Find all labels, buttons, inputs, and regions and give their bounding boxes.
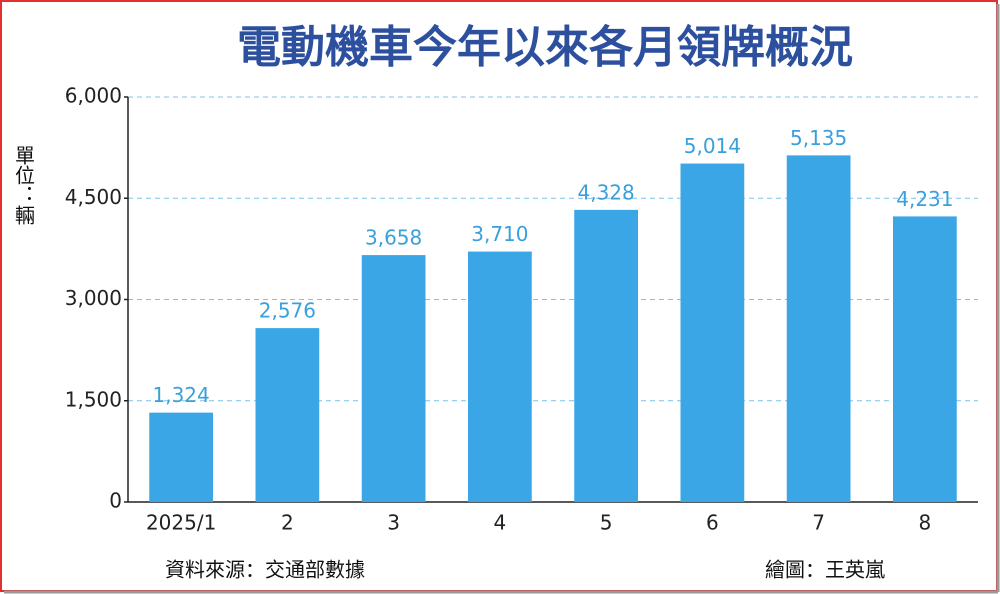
bar	[680, 163, 745, 502]
x-tick-label: 2	[281, 511, 294, 535]
chart-title: 電動機車今年以來各月領牌概況	[237, 22, 853, 73]
bar	[255, 328, 320, 502]
y-tick-label: 3,000	[65, 286, 122, 310]
value-label: 1,324	[152, 383, 209, 407]
bar	[361, 255, 426, 502]
x-tick-label: 3	[387, 511, 400, 535]
x-tick-label: 4	[494, 511, 507, 535]
credit-note: 繪圖：王英嵐	[765, 558, 885, 582]
y-axis-label: 單位：輛	[12, 145, 36, 225]
value-label: 3,710	[471, 222, 528, 246]
y-tick-label: 0	[109, 489, 122, 513]
y-tick-label: 4,500	[65, 185, 122, 209]
value-label: 4,231	[896, 187, 953, 211]
x-tick-label: 2025/1	[146, 511, 216, 535]
x-tick-label: 8	[919, 511, 932, 535]
x-tick-label: 6	[706, 511, 719, 535]
x-tick-label: 5	[600, 511, 613, 535]
bar	[893, 216, 957, 502]
value-label: 2,576	[259, 299, 316, 323]
bar	[786, 155, 851, 502]
value-label: 5,014	[684, 134, 741, 158]
y-tick-label: 1,500	[65, 387, 122, 411]
bar	[574, 209, 638, 503]
value-label: 4,328	[577, 180, 634, 204]
bar	[468, 251, 532, 502]
source-note: 資料來源：交通部數據	[165, 558, 365, 582]
value-label: 3,658	[365, 226, 422, 250]
value-label: 5,135	[790, 126, 847, 150]
x-tick-label: 7	[812, 511, 825, 535]
y-tick-label: 6,000	[65, 84, 122, 108]
bar	[149, 412, 213, 502]
